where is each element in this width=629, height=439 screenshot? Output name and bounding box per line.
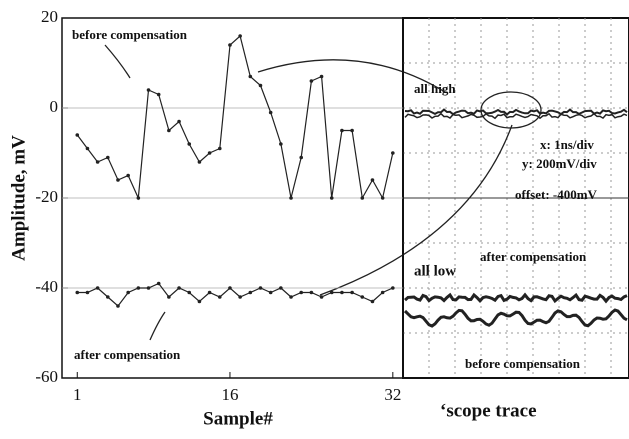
y-axis-label: Amplitude, mV — [8, 135, 29, 261]
point — [340, 290, 344, 295]
point — [268, 290, 273, 295]
legend-label: before compensation — [72, 27, 188, 42]
y-tick-label: 20 — [41, 7, 58, 26]
point — [360, 196, 365, 200]
annotation: before compensation — [465, 356, 581, 371]
point — [350, 128, 354, 133]
scope-trace — [403, 292, 628, 304]
annotation: y: 200mV/div — [522, 156, 597, 171]
point — [177, 286, 181, 290]
point — [289, 196, 293, 200]
point — [187, 142, 192, 146]
series-line — [77, 282, 394, 307]
point — [207, 151, 212, 155]
point — [75, 290, 80, 295]
point — [106, 295, 110, 299]
x-tick-label: 32 — [384, 385, 401, 404]
legend-label: after compensation — [74, 347, 181, 362]
point — [329, 290, 334, 295]
point — [279, 142, 283, 146]
scope-panel — [402, 17, 629, 379]
point — [319, 295, 324, 299]
point — [116, 304, 120, 308]
x-tick-label: 16 — [221, 385, 238, 404]
point — [136, 286, 141, 290]
point — [187, 290, 192, 295]
arrow — [257, 59, 446, 93]
point — [167, 295, 171, 299]
arrows — [104, 44, 542, 341]
point — [146, 88, 151, 92]
point — [217, 146, 222, 151]
point — [370, 299, 375, 304]
point — [309, 79, 314, 83]
point — [85, 290, 90, 295]
point — [106, 155, 110, 160]
y-tick-label: 0 — [50, 97, 59, 116]
point — [370, 178, 375, 182]
highlight-ellipse — [480, 91, 542, 129]
point — [340, 128, 344, 133]
point — [228, 286, 232, 290]
point — [85, 146, 90, 151]
annotation: offset: -400mV — [515, 187, 598, 202]
point — [126, 290, 130, 295]
point — [391, 286, 395, 290]
point — [279, 286, 283, 290]
point — [360, 295, 365, 299]
point — [329, 196, 334, 200]
scope-trace — [404, 108, 628, 116]
point — [258, 286, 263, 290]
point — [248, 290, 253, 295]
point — [136, 196, 141, 200]
y-tick-label: -60 — [35, 367, 58, 386]
scope-trace — [404, 112, 628, 120]
point — [75, 133, 80, 137]
point — [197, 160, 202, 164]
point — [156, 281, 161, 286]
point — [289, 295, 293, 299]
arrow — [149, 311, 166, 341]
y-tick-label: -40 — [35, 277, 58, 296]
point — [391, 151, 395, 155]
scope-trace — [403, 308, 628, 328]
point — [177, 119, 181, 124]
point — [217, 295, 222, 299]
point — [380, 290, 385, 295]
point — [268, 110, 273, 115]
point — [258, 83, 263, 88]
point — [156, 92, 161, 97]
x-axis-label: Sample# — [203, 408, 273, 429]
point — [299, 155, 304, 160]
annotation: all high — [414, 81, 456, 96]
point — [126, 173, 130, 178]
annotation: x: 1ns/div — [540, 137, 594, 152]
point — [95, 160, 100, 164]
x-tick-label: 1 — [73, 385, 82, 404]
arrow — [319, 124, 513, 296]
annotation: all low — [414, 263, 456, 279]
point — [146, 286, 151, 290]
point — [299, 290, 304, 295]
point — [167, 128, 171, 133]
y-tick-label: -20 — [35, 187, 58, 206]
point — [350, 290, 354, 295]
point — [248, 74, 253, 79]
annotation: after compensation — [480, 249, 587, 264]
point — [116, 178, 120, 182]
point — [309, 290, 314, 295]
point — [228, 43, 232, 47]
point — [238, 34, 242, 38]
point — [197, 299, 202, 304]
point — [95, 286, 100, 290]
series-line — [76, 34, 394, 201]
annotation: ‘scope trace — [440, 400, 537, 421]
arrow — [104, 44, 131, 79]
point — [207, 290, 212, 295]
point — [380, 196, 385, 200]
point — [319, 74, 324, 79]
point — [238, 295, 242, 299]
